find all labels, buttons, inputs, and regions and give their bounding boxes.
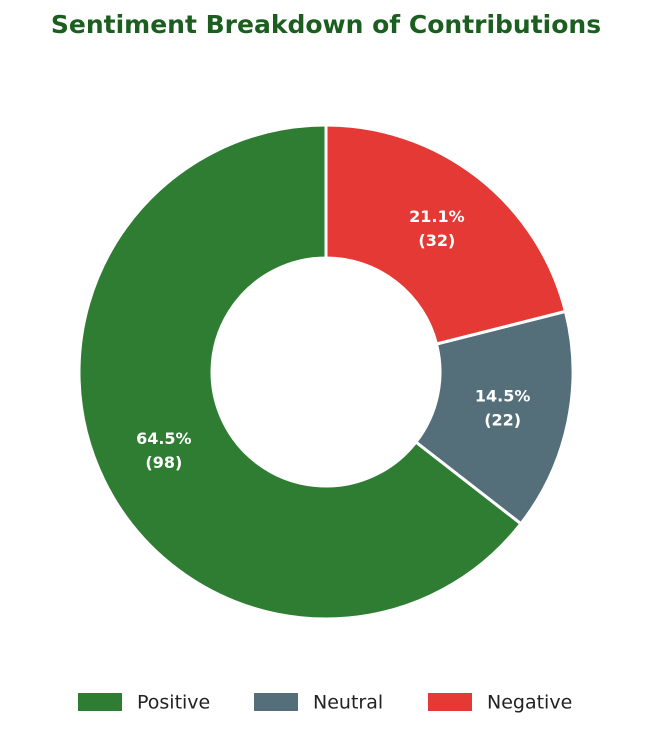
value-label: (22) bbox=[484, 411, 521, 430]
slice bbox=[324, 123, 568, 346]
legend-label: Positive bbox=[137, 692, 210, 714]
percent-label: 21.1% bbox=[409, 207, 465, 226]
percent-label: 64.5% bbox=[136, 429, 192, 448]
legend-label: Negative bbox=[487, 692, 572, 714]
legend-swatch bbox=[254, 693, 298, 711]
legend-swatch bbox=[428, 693, 472, 711]
value-label: (98) bbox=[145, 453, 182, 472]
legend: Positive Neutral Negative bbox=[78, 692, 572, 714]
chart-title: Sentiment Breakdown of Contributions bbox=[51, 10, 601, 39]
slices bbox=[77, 123, 575, 621]
labels: 64.5% (98) 14.5% (22) 21.1% (32) bbox=[136, 207, 530, 472]
slice bbox=[77, 123, 524, 621]
value-label: (32) bbox=[418, 231, 455, 250]
slice bbox=[413, 309, 575, 526]
percent-label: 14.5% bbox=[475, 387, 531, 406]
legend-swatch bbox=[78, 693, 122, 711]
legend-label: Neutral bbox=[313, 692, 383, 714]
